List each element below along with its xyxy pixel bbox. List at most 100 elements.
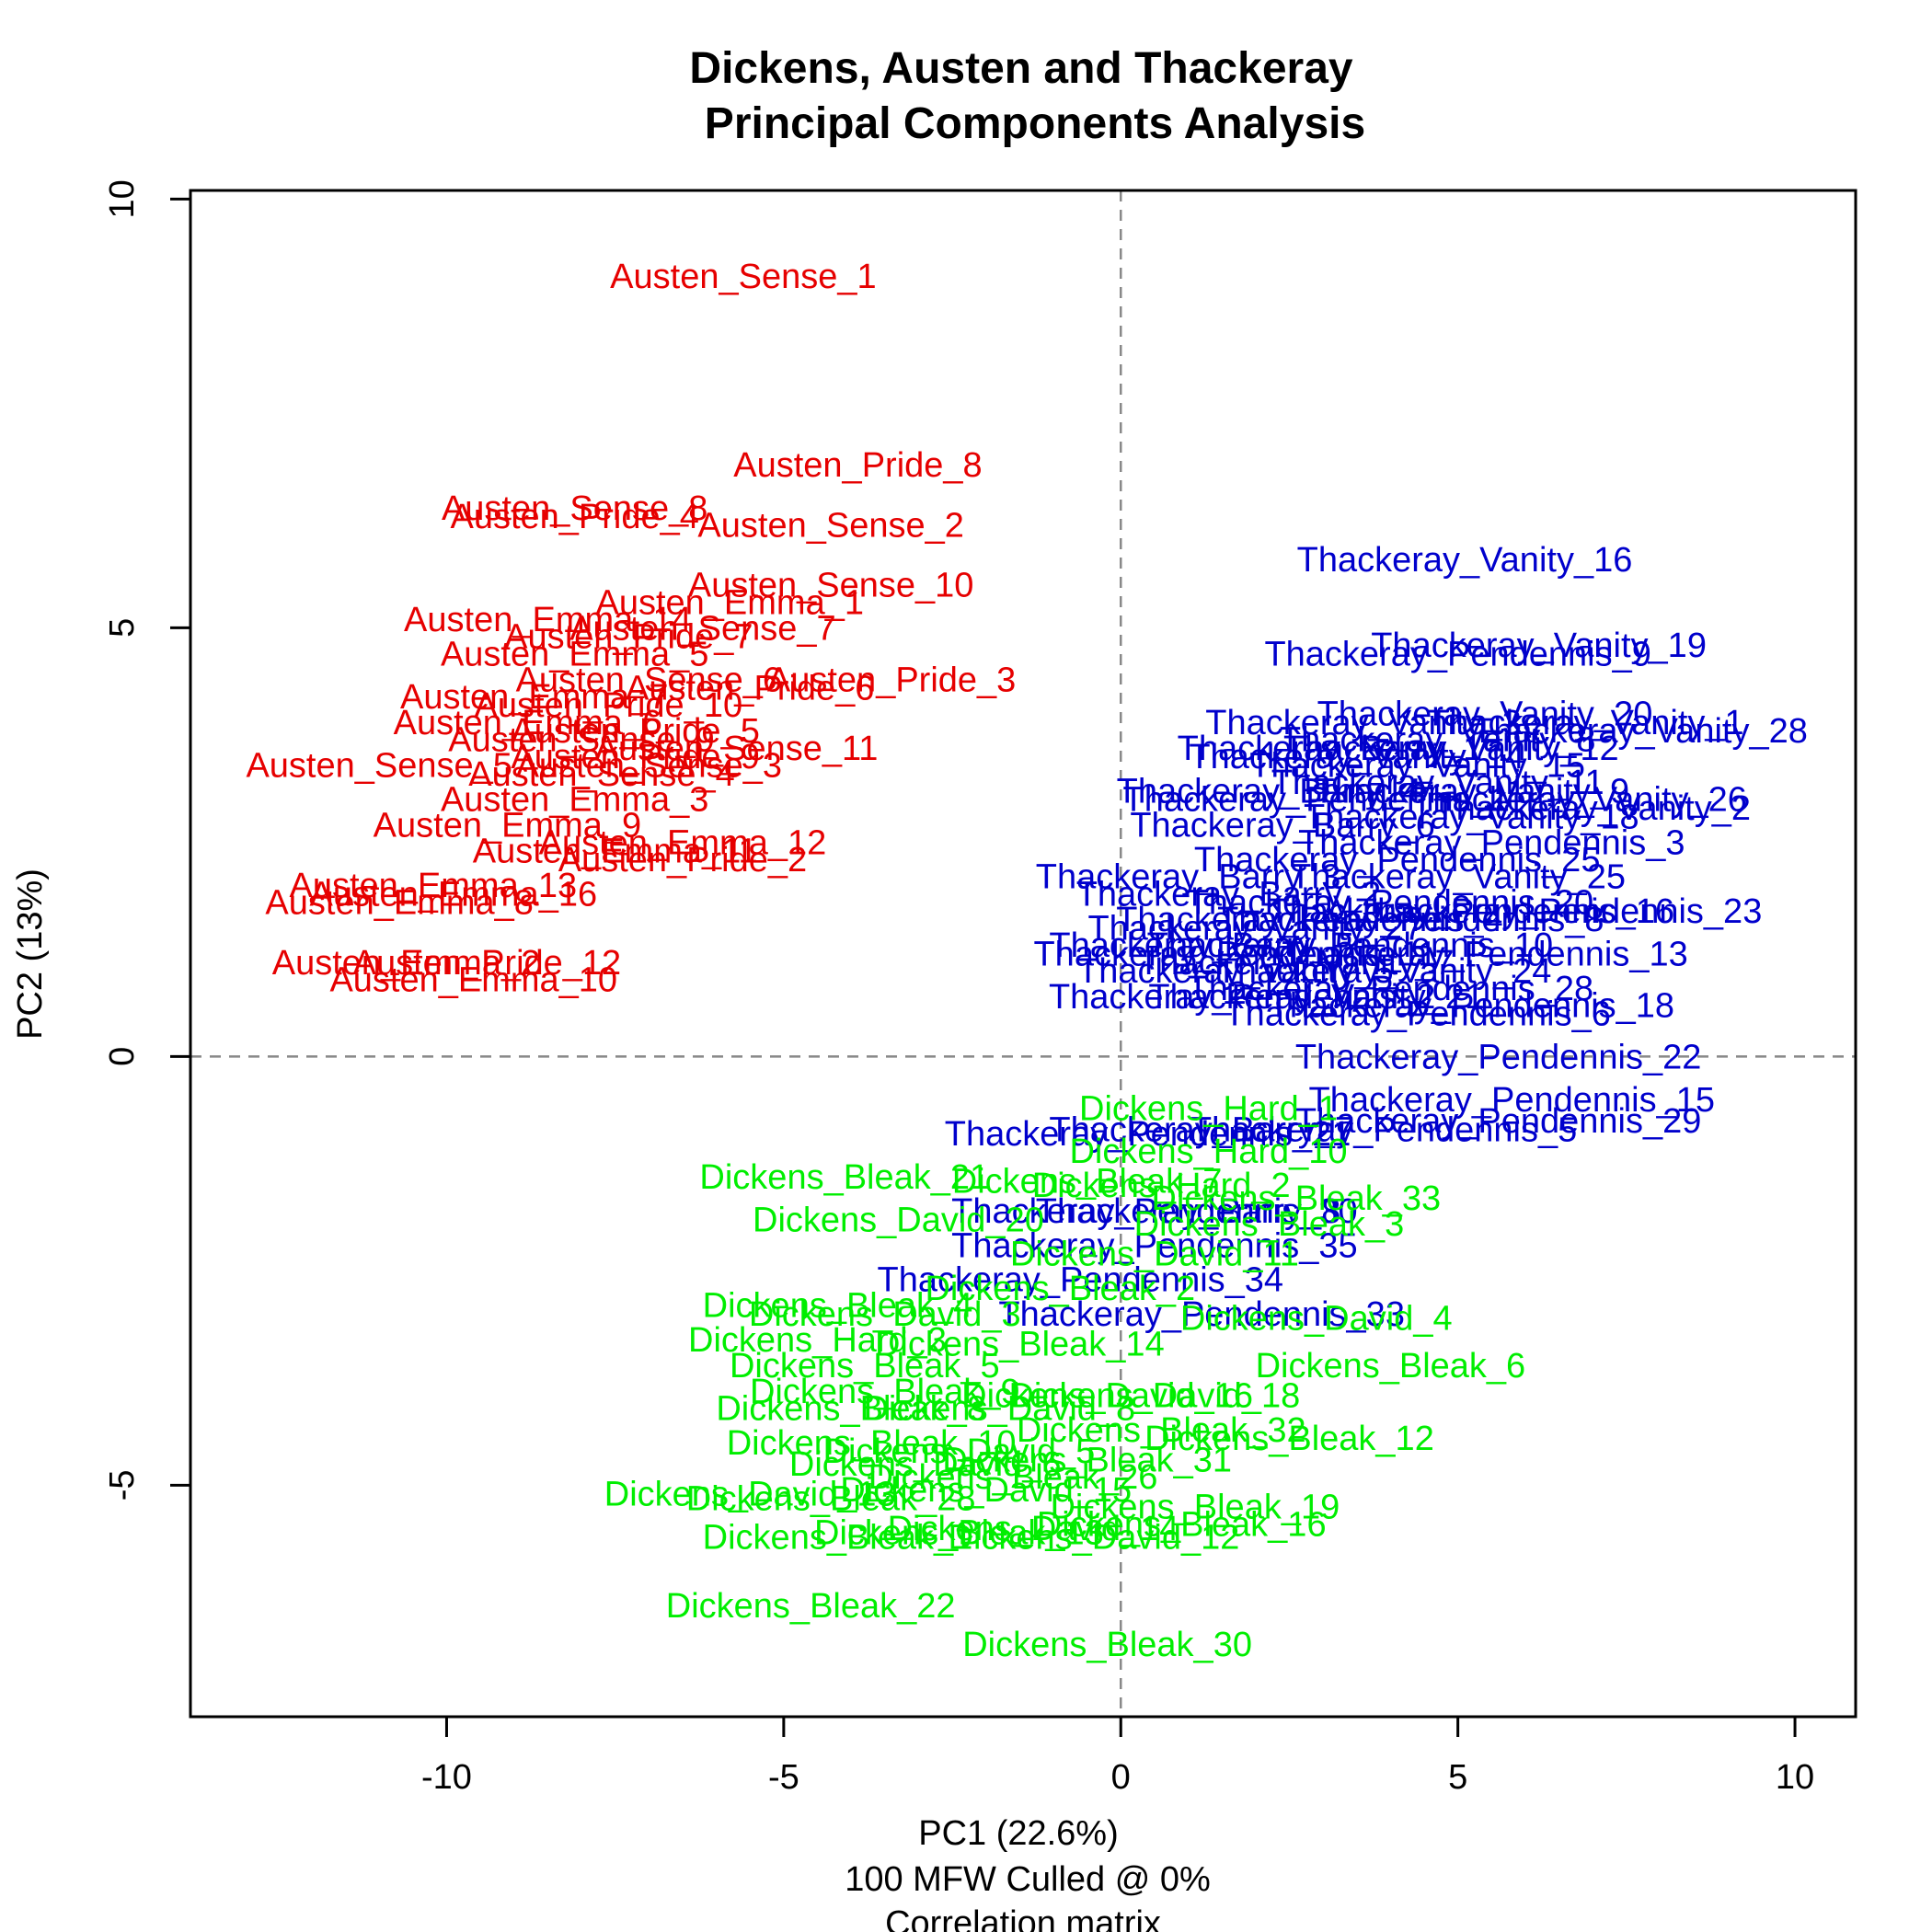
point-label-thackeray-vanity-16: Thackeray_Vanity_16 [1297, 541, 1633, 580]
point-label-thackeray-pendennis-34: Thackeray_Pendennis_34 [878, 1261, 1284, 1300]
point-label-austen-pride-2: Austen_Pride_2 [558, 841, 807, 880]
x-tick-label: -10 [421, 1758, 472, 1797]
point-label-austen-sense-2: Austen_Sense_2 [697, 506, 963, 545]
point-label-thackeray-barry-3: Thackeray_Barry_3 [1036, 858, 1341, 897]
point-label-thackeray-pendennis-35: Thackeray_Pendennis_35 [951, 1226, 1358, 1265]
point-label-dickens-bleak-30: Dickens_Bleak_30 [962, 1626, 1252, 1664]
point-label-dickens-hard-3: Dickens_Hard_3 [688, 1321, 947, 1360]
point-label-dickens-hard-10: Dickens_Hard_10 [1069, 1133, 1347, 1171]
point-label-thackeray-vanity-11: Thackeray_Vanity_11 [1271, 764, 1604, 802]
point-label-dickens-hard-2: Dickens_Hard_2 [1032, 1167, 1291, 1205]
point-label-austen-pride-10: Austen_Pride_10 [475, 686, 743, 725]
point-label-thackeray-pendennis-29: Thackeray_Pendennis_29 [1295, 1102, 1702, 1141]
point-label-thackeray-vanity-5: Thackeray_Vanity_5 [1077, 952, 1394, 991]
point-label-austen-sense-3: Austen_Sense_3 [516, 746, 782, 785]
point-label-thackeray-vanity-28: Thackeray_Vanity_28 [1472, 712, 1808, 751]
point-label-dickens-bleak-8: Dickens_Bleak_8 [716, 1389, 986, 1428]
point-label-austen-sense-9: Austen_Sense_9 [448, 720, 714, 759]
point-label-dickens-david-16: Dickens_David_16 [961, 1376, 1253, 1415]
point-label-austen-emma-7: Austen_Emma_7 [400, 678, 669, 717]
point-label-thackeray-pendennis-5: Thackeray_Pendennis_5 [1190, 1111, 1577, 1150]
point-label-thackeray-pendennis-18: Thackeray_Pendennis_18 [1269, 986, 1675, 1025]
point-label-austen-emma-3: Austen_Emma_3 [441, 781, 709, 820]
point-label-dickens-bleak-33: Dickens_Bleak_33 [1151, 1179, 1441, 1218]
point-label-dickens-david-20: Dickens_David_20 [753, 1201, 1044, 1239]
x-tick-label: 10 [1776, 1758, 1814, 1797]
point-label-austen-emma-2: Austen_Emma_2 [272, 944, 541, 983]
point-label-dickens-bleak-26: Dickens_Bleak_26 [868, 1458, 1158, 1497]
point-label-dickens-bleak-21: Dickens_Bleak_21 [699, 1158, 989, 1197]
point-label-dickens-bleak-3: Dickens_Bleak_3 [1134, 1205, 1405, 1244]
point-label-dickens-bleak-31: Dickens_Bleak_31 [942, 1441, 1232, 1479]
point-label-thackeray-barry-4: Thackeray_Barry_4 [1117, 772, 1422, 811]
point-label-austen-pride-9: Austen_Pride_9 [511, 738, 759, 776]
point-label-thackeray-vanity-9: Thackeray_Vanity_9 [1314, 772, 1630, 811]
point-label-dickens-david-8: Dickens_David_8 [863, 1389, 1135, 1428]
point-label-thackeray-vanity-2: Thackeray_Vanity_2 [1434, 789, 1751, 828]
point-label-thackeray-barry-6: Thackeray_Barry_6 [1130, 807, 1435, 845]
point-label-thackeray-pendennis-21: Thackeray_Pendennis_21 [945, 1115, 1351, 1154]
x-axis-label: PC1 (22.6%) [918, 1814, 1119, 1853]
point-label-thackeray-vanity-18: Thackeray_Vanity_18 [1304, 798, 1639, 836]
point-label-austen-sense-5: Austen_Sense_5 [246, 746, 512, 785]
point-label-austen-pride-6: Austen_Pride_6 [626, 670, 874, 708]
point-label-dickens-bleak-16: Dickens_Bleak_16 [1037, 1505, 1327, 1544]
point-label-thackeray-vanity-27: Thackeray_Vanity_27 [1087, 910, 1423, 949]
point-label-dickens-bleak-13: Dickens_Bleak_13 [814, 1514, 1104, 1553]
point-label-austen-sense-8: Austen_Sense_8 [442, 489, 707, 528]
point-label-austen-sense-1: Austen_Sense_1 [610, 258, 876, 296]
point-label-dickens-hard-1: Dickens_Hard_1 [1079, 1089, 1338, 1128]
chart-subtitle-line-2: Correlation matrix [885, 1904, 1161, 1932]
point-label-thackeray-pendennis-25: Thackeray_Pendennis_25 [1194, 841, 1601, 880]
point-label-dickens-bleak-5: Dickens_Bleak_5 [730, 1347, 1000, 1386]
point-label-dickens-bleak-19: Dickens_Bleak_19 [1050, 1489, 1340, 1527]
point-label-thackeray-barry-7: Thackeray_Barry_7 [1049, 1111, 1354, 1150]
point-label-thackeray-barry-2: Thackeray_Barry_2 [1076, 875, 1382, 914]
point-label-thackeray-pendennis-30: Thackeray_Pendennis_30 [951, 1192, 1358, 1231]
point-label-thackeray-vanity-1: Thackeray_Vanity_1 [1428, 704, 1744, 742]
point-label-thackeray-pendennis-28: Thackeray_Pendennis_28 [1188, 970, 1594, 1008]
point-label-thackeray-vanity-8: Thackeray_Vanity_8 [1280, 720, 1596, 759]
point-label-thackeray-pendennis-1: Thackeray_Pendennis_1 [1123, 781, 1510, 820]
point-label-austen-pride-4: Austen_Pride_4 [450, 498, 698, 536]
chart-title-line-1: Dickens, Austen and Thackeray [689, 44, 1352, 93]
point-label-austen-sense-10: Austen_Sense_10 [688, 567, 974, 605]
y-tick-label: 10 [103, 179, 142, 218]
point-label-dickens-bleak-14: Dickens_Bleak_14 [875, 1326, 1165, 1364]
y-axis-label: PC2 (13%) [11, 868, 50, 1040]
point-label-austen-sense-4: Austen_Sense_4 [468, 755, 734, 794]
point-label-dickens-bleak-6: Dickens_Bleak_6 [1256, 1347, 1526, 1386]
point-label-thackeray-vanity-7: Thackeray_Vanity_7 [1138, 944, 1455, 983]
point-label-dickens-david-18: Dickens_David_18 [1008, 1376, 1300, 1415]
point-label-thackeray-pendennis-15: Thackeray_Pendennis_15 [1309, 1081, 1716, 1120]
point-label-thackeray-pendennis-2: Thackeray_Pendennis_2 [1049, 978, 1435, 1017]
point-labels: Austen_Sense_1 Austen_Pride_8 Austen_Sense… [246, 258, 1807, 1664]
point-label-thackeray-pendennis-10: Thackeray_Pendennis_10 [1147, 926, 1554, 965]
y-tick-label: 5 [103, 618, 142, 638]
point-label-dickens-bleak-28: Dickens_Bleak_28 [686, 1479, 976, 1518]
point-label-austen-emma-12: Austen_Emma_12 [539, 823, 827, 862]
point-label-thackeray-barry-5: Thackeray_Barry_5 [1049, 926, 1354, 965]
point-label-thackeray-vanity-26: Thackeray_Vanity_26 [1411, 781, 1747, 820]
point-label-thackeray-vanity-24: Thackeray_Vanity_24 [1216, 952, 1552, 991]
point-label-thackeray-vanity-14: Thackeray_Vanity_14 [1189, 738, 1524, 776]
point-label-thackeray-pendennis-33: Thackeray_Pendennis_33 [998, 1295, 1405, 1334]
point-label-thackeray-pendennis-16: Thackeray_Pendennis_16 [1269, 892, 1675, 931]
point-label-dickens-bleak-22: Dickens_Bleak_22 [666, 1587, 956, 1626]
point-label-thackeray-vanity-25: Thackeray_Vanity_25 [1290, 858, 1626, 897]
point-label-dickens-david-14: Dickens_David_14 [888, 1510, 1179, 1548]
point-label-thackeray-vanity-21: Thackeray_Vanity_21 [1148, 978, 1484, 1017]
point-label-dickens-bleak-1: Dickens_Bleak_1 [703, 1518, 973, 1557]
plot-frame [189, 189, 1857, 1719]
point-label-austen-emma-9: Austen_Emma_9 [374, 807, 642, 845]
point-label-austen-pride-7: Austen_Pride_7 [504, 618, 753, 657]
point-label-dickens-bleak-9: Dickens_Bleak_9 [750, 1373, 1020, 1411]
point-label-thackeray-pendennis-3: Thackeray_Pendennis_3 [1298, 823, 1685, 862]
point-label-thackeray-pendennis-4: Thackeray_Pendennis_4 [1116, 901, 1502, 939]
point-label-dickens-david-12: Dickens_David_12 [949, 1518, 1240, 1557]
point-label-austen-pride-12: Austen_Pride_12 [353, 944, 622, 983]
reference-lines [190, 190, 1856, 1717]
chart-title-line-2: Principal Components Analysis [705, 99, 1365, 148]
point-label-thackeray-vanity-19: Thackeray_Vanity_19 [1371, 627, 1707, 665]
